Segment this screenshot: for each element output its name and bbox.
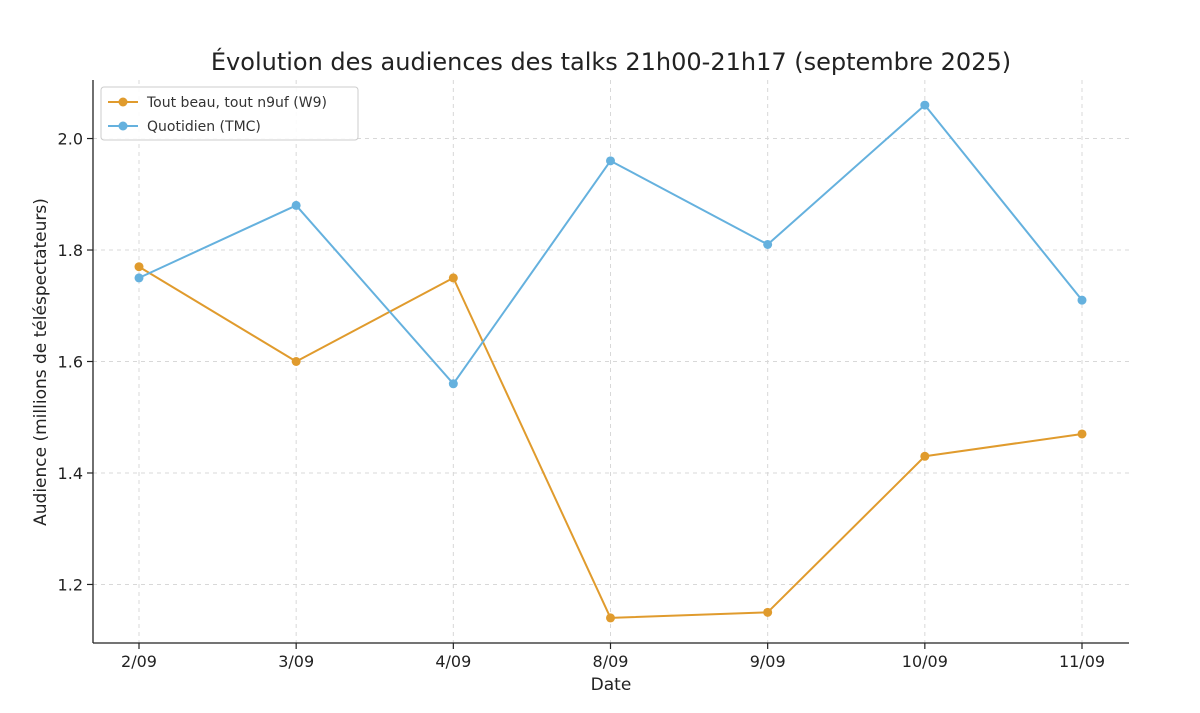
x-tick-label: 4/09 — [435, 652, 471, 671]
series-0-point — [606, 613, 615, 623]
legend-label-0: Tout beau, tout n9uf (W9) — [146, 95, 327, 111]
series-0-point — [920, 451, 930, 461]
series-1-point — [763, 239, 773, 249]
series-1-point — [291, 200, 301, 210]
series-0-point — [448, 273, 458, 283]
x-tick-label: 2/09 — [121, 652, 157, 671]
series-0-point — [134, 262, 144, 272]
legend: Tout beau, tout n9uf (W9) Quotidien (TMC… — [100, 86, 359, 141]
ticks-layer: 2/09 3/09 4/09 8/09 9/09 10/09 11/09 1.2 1.4 1.6 1… — [58, 130, 1106, 671]
series-1-point — [920, 100, 930, 110]
x-tick-label: 8/09 — [593, 652, 629, 671]
x-tick-label: 9/09 — [750, 652, 786, 671]
series-0-point — [1077, 429, 1087, 439]
y-tick-label: 1.2 — [58, 575, 83, 594]
x-axis-label: Date — [591, 675, 632, 695]
legend-label-1: Quotidien (TMC) — [147, 119, 261, 135]
legend-box — [100, 86, 359, 141]
y-tick-label: 1.4 — [58, 464, 83, 483]
legend-swatch-marker-1 — [118, 121, 128, 131]
series-1-point — [606, 156, 615, 166]
y-tick-label: 2.0 — [58, 130, 83, 149]
series-1-point — [448, 379, 458, 389]
y-axis-label: Audience (millions de téléspectateurs) — [31, 198, 51, 526]
series-layer — [134, 100, 1087, 623]
y-tick-label: 1.8 — [58, 241, 83, 260]
series-1-point — [134, 273, 144, 283]
series-1-point — [1077, 295, 1087, 305]
series-0-point — [291, 357, 301, 366]
series-0-point — [763, 607, 773, 617]
x-tick-label: 11/09 — [1059, 652, 1105, 671]
x-tick-label: 3/09 — [278, 652, 314, 671]
x-tick-label: 10/09 — [902, 652, 948, 671]
chart-title: Évolution des audiences des talks 21h00-… — [211, 47, 1011, 76]
legend-swatch-marker-0 — [118, 97, 128, 107]
y-tick-label: 1.6 — [58, 353, 83, 372]
